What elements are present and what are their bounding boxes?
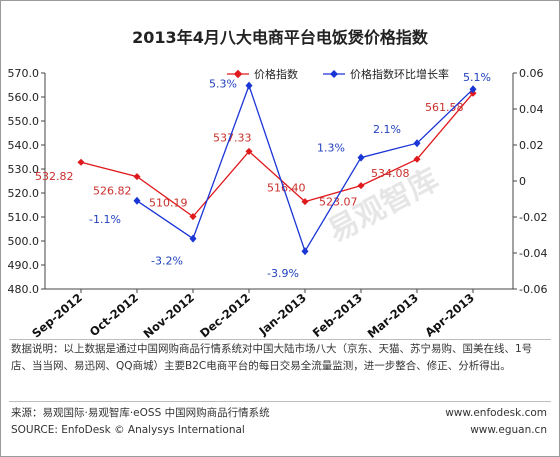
price-index-data-label: 526.82	[93, 185, 132, 198]
legend-label: 价格指数	[254, 67, 298, 81]
right-tick-label: 0.04	[519, 103, 544, 116]
footer-source: 来源：易观国际·易观智库·eOSS 中国网购商品行情系统 SOURCE: Enf…	[11, 405, 270, 439]
footer-urls: www.enfodesk.com www.eguan.cn	[445, 405, 547, 439]
left-tick-label: 490.0	[8, 259, 40, 272]
left-tick-label: 570.0	[8, 67, 40, 80]
left-tick-label: 530.0	[8, 163, 40, 176]
legend-label: 价格指数环比增长率	[350, 67, 449, 81]
price-index-data-label: 534.08	[371, 167, 410, 180]
growth-rate-point	[469, 85, 477, 94]
price-index-point	[245, 147, 253, 155]
x-tick-label: Mar-2013	[365, 291, 421, 341]
growth-rate-data-label: 1.3%	[317, 142, 345, 155]
growth-rate-point	[133, 196, 141, 205]
axes: 480.0 490.0 500.0 510.0 520.0 530.0 540.0 550.0…	[8, 67, 548, 341]
growth-rate-data-label: 2.1%	[373, 123, 401, 136]
left-tick-label: 560.0	[8, 91, 40, 104]
price-index-point	[413, 155, 421, 163]
right-tick-label: 0.06	[519, 67, 544, 80]
growth-rate-point	[245, 81, 253, 90]
right-tick-label: -0.04	[519, 247, 547, 260]
left-tick-label: 540.0	[8, 139, 40, 152]
url-enfodesk: www.enfodesk.com	[445, 407, 547, 419]
price-index-point	[77, 158, 85, 166]
growth-rate-point	[413, 139, 421, 148]
left-tick-label: 510.0	[8, 211, 40, 224]
x-tick-label: Jan-2013	[255, 291, 308, 339]
legend: 价格指数 价格指数环比增长率	[227, 67, 449, 81]
plot-area: 532.82 526.82 510.19 537.33 516.40 523.07 534.…	[35, 71, 491, 280]
price-index-point	[189, 213, 197, 221]
chart-svg: 易观智库 2013年4月八大电商平台电饭煲价格指数 价格指数 价格指数环比增长率 …	[8, 28, 548, 341]
legend-marker	[233, 69, 243, 79]
left-tick-label: 550.0	[8, 115, 40, 128]
price-index-data-label: 516.40	[267, 182, 306, 195]
price-index-point	[357, 182, 365, 190]
x-tick-label: Feb-2013	[310, 291, 365, 340]
legend-marker	[330, 70, 338, 78]
x-tick-label: Sep-2012	[29, 291, 85, 341]
growth-rate-point	[357, 153, 365, 162]
price-index-point	[133, 173, 141, 181]
left-tick-label: 520.0	[8, 187, 40, 200]
price-index-point	[301, 198, 309, 206]
growth-rate-data-label: 5.1%	[463, 71, 491, 84]
chart-title: 2013年4月八大电商平台电饭煲价格指数	[132, 28, 429, 47]
divider-bottom	[9, 401, 551, 402]
x-tick-label: Dec-2012	[197, 291, 253, 341]
price-index-data-label: 510.19	[149, 197, 188, 210]
growth-rate-data-label: -1.1%	[89, 213, 121, 226]
price-index-data-label: 523.07	[319, 196, 358, 209]
right-tick-label: 0.02	[519, 139, 544, 152]
price-index-data-label: 561.58	[425, 101, 464, 114]
divider-top	[9, 339, 551, 340]
growth-rate-data-label: 5.3%	[209, 78, 237, 91]
url-eguan: www.eguan.cn	[470, 424, 547, 436]
x-tick-label: Oct-2012	[87, 291, 141, 340]
x-tick-label: Apr-2013	[422, 291, 477, 340]
growth-rate-point	[301, 247, 309, 256]
left-tick-label: 480.0	[8, 283, 40, 296]
price-index-data-label: 532.82	[35, 170, 74, 183]
source-en: SOURCE: EnfoDesk © Analysys Internationa…	[11, 424, 245, 436]
growth-rate-data-label: -3.2%	[151, 255, 183, 268]
right-tick-label: -0.06	[519, 283, 547, 296]
data-note: 数据说明：以上数据是通过中国网购商品行情系统对中国大陆市场八大（京东、天猫、苏宁…	[11, 343, 533, 372]
right-tick-label: 0	[519, 175, 526, 188]
source-cn: 来源：易观国际·易观智库·eOSS 中国网购商品行情系统	[11, 407, 270, 419]
x-tick-label: Nov-2012	[141, 291, 197, 341]
growth-rate-point	[189, 234, 197, 243]
price-index-data-label: 537.33	[213, 131, 252, 144]
price-index-line	[80, 92, 474, 218]
left-tick-label: 500.0	[8, 235, 40, 248]
right-tick-label: -0.02	[519, 211, 547, 224]
growth-rate-data-label: -3.9%	[267, 267, 299, 280]
